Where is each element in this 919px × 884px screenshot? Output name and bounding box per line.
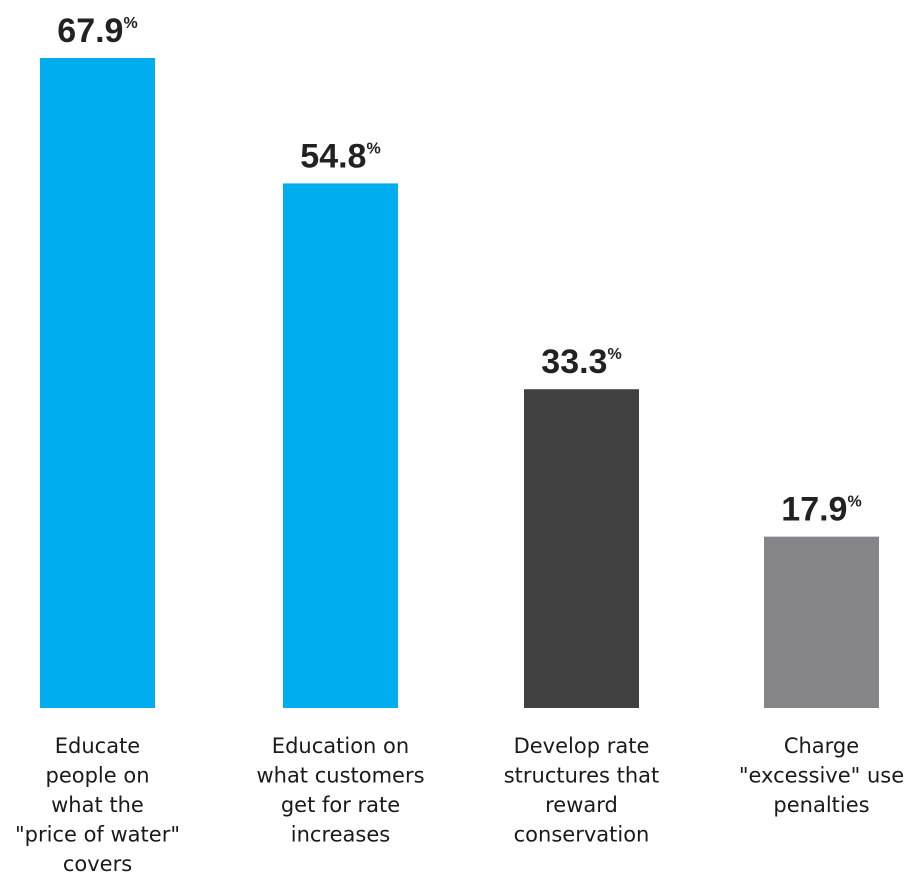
- bar-3: [524, 389, 639, 708]
- category-label-2: Education on what customers get for rate in…: [256, 734, 424, 847]
- category-label-1: Educate people on what the "price of water"…: [15, 734, 180, 876]
- category-label-3: Develop rate structures that reward conserv…: [504, 734, 660, 847]
- value-label-3: 33.3%: [541, 343, 621, 381]
- value-label-1: 67.9%: [57, 12, 137, 50]
- category-label-4: Charge "excessive" use penalties: [739, 734, 904, 817]
- value-label-4: 17.9%: [781, 491, 861, 529]
- bar-1: [40, 58, 155, 708]
- value-label-2: 54.8%: [300, 137, 380, 175]
- bar-2: [283, 183, 398, 708]
- bar-4: [764, 536, 879, 708]
